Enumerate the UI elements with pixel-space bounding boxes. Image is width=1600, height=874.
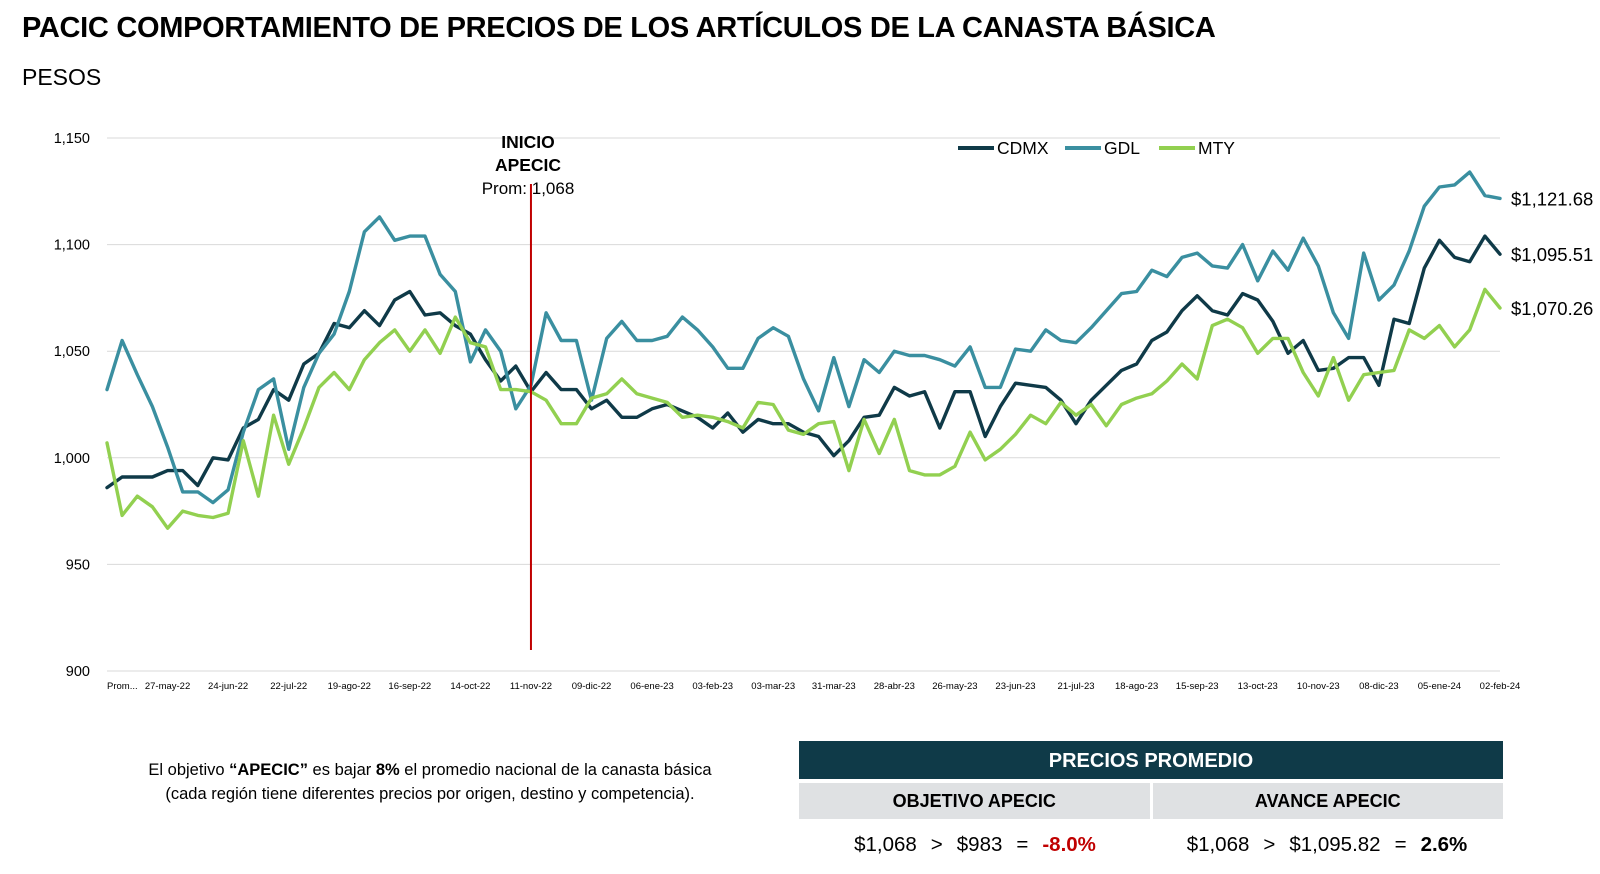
note-apecic: “APECIC” — [229, 761, 308, 779]
avance-target: $1,095.82 — [1289, 833, 1381, 856]
x-tick-label: 14-oct-22 — [450, 681, 490, 692]
price-line-chart: 900 950 1,000 1,050 1,100 1,150 Prom... 27-may-… — [54, 131, 1594, 692]
x-tick-label: Prom... — [107, 681, 138, 692]
annotation-text: INICIO — [501, 132, 554, 152]
avance-eq: = — [1394, 833, 1407, 856]
x-tick-label: 09-dic-22 — [572, 681, 612, 692]
end-value-label: $1,070.26 — [1511, 298, 1593, 319]
x-tick-label: 02-feb-24 — [1480, 681, 1521, 692]
y-tick-label: 1,000 — [54, 451, 90, 467]
series-line-gdl — [105, 170, 1502, 505]
objetivo-target: $983 — [956, 833, 1003, 856]
x-tick-label: 27-may-22 — [145, 681, 190, 692]
y-tick-label: 900 — [66, 664, 90, 680]
series-line-mty — [105, 287, 1502, 530]
avance-values: $1,068 > $1,095.82 = 2.6% — [1151, 833, 1503, 857]
x-tick-label: 05-ene-24 — [1418, 681, 1461, 692]
y-tick-label: 1,100 — [54, 238, 90, 254]
x-tick-label: 08-dic-23 — [1359, 681, 1399, 692]
avance-label: AVANCE APECIC — [1152, 783, 1503, 819]
panel-header: PRECIOS PROMEDIO — [799, 741, 1503, 779]
note-percent: 8% — [375, 761, 400, 779]
y-tick-label: 1,050 — [54, 344, 90, 360]
x-tick-label: 06-ene-23 — [630, 681, 673, 692]
x-tick-label: 23-jun-23 — [995, 681, 1035, 692]
x-tick-label: 10-nov-23 — [1297, 681, 1340, 692]
note-text: El objetivo — [148, 761, 230, 779]
page-title: PACIC COMPORTAMIENTO DE PRECIOS DE LOS A… — [22, 12, 1216, 44]
end-value-label: $1,121.68 — [1511, 188, 1593, 209]
precios-promedio-panel: PRECIOS PROMEDIO OBJETIVO APECIC AVANCE … — [799, 741, 1503, 857]
objetivo-base: $1,068 — [854, 833, 917, 856]
avance-percent: 2.6% — [1420, 833, 1468, 856]
x-tick-label: 03-feb-23 — [692, 681, 733, 692]
x-tick-label: 13-oct-23 — [1238, 681, 1278, 692]
legend-label: GDL — [1104, 138, 1140, 158]
annotation-text: APECIC — [495, 155, 561, 175]
y-tick-label: 950 — [66, 557, 90, 573]
note-text: es bajar — [307, 761, 376, 779]
objetivo-percent: -8.0% — [1042, 833, 1096, 856]
end-value-label: $1,095.51 — [1511, 244, 1593, 265]
objetivo-values: $1,068 > $983 = -8.0% — [799, 833, 1151, 857]
x-tick-label: 26-may-23 — [932, 681, 977, 692]
x-tick-label: 03-mar-23 — [751, 681, 795, 692]
objetivo-eq: = — [1016, 833, 1029, 856]
objetivo-label: OBJETIVO APECIC — [799, 783, 1150, 819]
objetivo-op: > — [930, 833, 943, 856]
legend-label: MTY — [1198, 138, 1235, 158]
avance-op: > — [1263, 833, 1276, 856]
annotation-text: Prom: 1,068 — [482, 179, 575, 198]
avance-base: $1,068 — [1186, 833, 1250, 856]
y-tick-label: 1,150 — [54, 131, 90, 147]
x-tick-label: 31-mar-23 — [812, 681, 856, 692]
x-tick-label: 22-jul-22 — [270, 681, 307, 692]
x-tick-label: 15-sep-23 — [1176, 681, 1219, 692]
x-tick-label: 28-abr-23 — [874, 681, 915, 692]
note-text: el promedio nacional de la canasta básic… — [165, 761, 712, 803]
x-tick-label: 16-sep-22 — [388, 681, 431, 692]
x-tick-label: 21-jul-23 — [1058, 681, 1095, 692]
objective-note: El objetivo “APECIC” es bajar 8% el prom… — [130, 758, 730, 806]
x-tick-label: 18-ago-23 — [1115, 681, 1158, 692]
legend-label: CDMX — [997, 138, 1049, 158]
page-subtitle: PESOS — [22, 64, 102, 90]
x-tick-label: 19-ago-22 — [328, 681, 371, 692]
x-tick-label: 11-nov-22 — [510, 681, 552, 692]
x-tick-label: 24-jun-22 — [208, 681, 248, 692]
